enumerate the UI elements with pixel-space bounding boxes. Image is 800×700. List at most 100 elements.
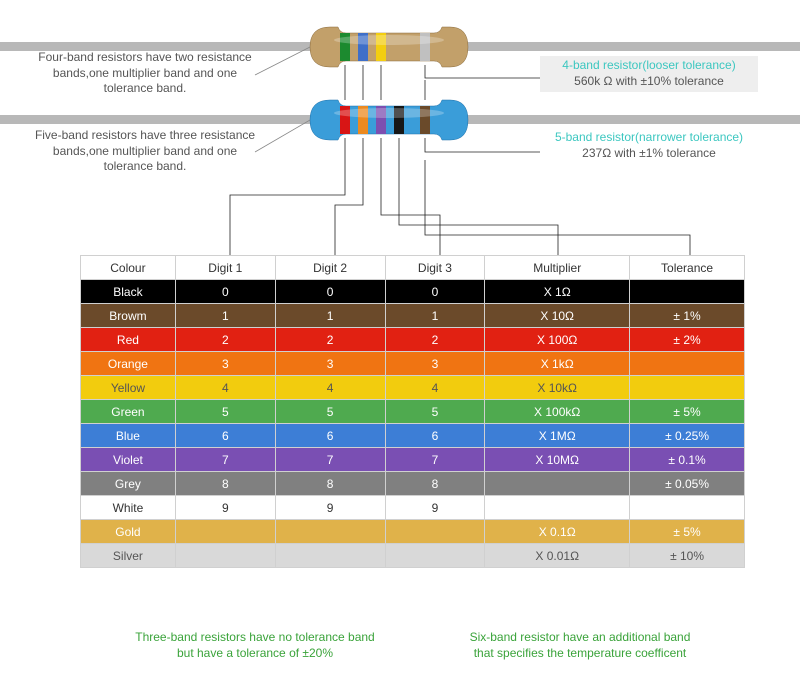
value-cell: [275, 520, 385, 544]
table-header: Multiplier: [485, 256, 630, 280]
value-cell: 9: [385, 496, 485, 520]
value-cell: 5: [175, 400, 275, 424]
value-cell: 2: [175, 328, 275, 352]
colour-cell: Orange: [81, 352, 176, 376]
colour-cell: Blue: [81, 424, 176, 448]
colour-cell: Yellow: [81, 376, 176, 400]
value-cell: X 0.01Ω: [485, 544, 630, 568]
value-cell: ± 1%: [630, 304, 745, 328]
value-cell: X 0.1Ω: [485, 520, 630, 544]
colour-cell: Red: [81, 328, 176, 352]
value-cell: X 100Ω: [485, 328, 630, 352]
value-cell: 2: [385, 328, 485, 352]
value-cell: 4: [385, 376, 485, 400]
value-cell: ± 0.05%: [630, 472, 745, 496]
value-cell: ± 5%: [630, 520, 745, 544]
table-body: Black000X 1ΩBrowm111X 10Ω± 1%Red222X 100…: [81, 280, 745, 568]
colour-cell: Browm: [81, 304, 176, 328]
fourband-title: 4-band resistor(looser tolerance): [562, 58, 735, 72]
value-cell: 0: [275, 280, 385, 304]
value-cell: 3: [385, 352, 485, 376]
value-cell: 8: [275, 472, 385, 496]
value-cell: [630, 280, 745, 304]
value-cell: [485, 472, 630, 496]
colour-cell: Black: [81, 280, 176, 304]
table-header: Digit 2: [275, 256, 385, 280]
value-cell: 5: [385, 400, 485, 424]
value-cell: 9: [275, 496, 385, 520]
table-row: Green555X 100kΩ± 5%: [81, 400, 745, 424]
table-row: Browm111X 10Ω± 1%: [81, 304, 745, 328]
table-row: Red222X 100Ω± 2%: [81, 328, 745, 352]
value-cell: 6: [275, 424, 385, 448]
value-cell: 5: [275, 400, 385, 424]
value-cell: 1: [385, 304, 485, 328]
colour-cell: Grey: [81, 472, 176, 496]
value-cell: [630, 352, 745, 376]
value-cell: 8: [175, 472, 275, 496]
value-cell: 1: [175, 304, 275, 328]
value-cell: 3: [175, 352, 275, 376]
caption-fourband-right: 4-band resistor(looser tolerance) 560k Ω…: [540, 58, 758, 89]
value-cell: 0: [385, 280, 485, 304]
table-row: Silver X 0.01Ω± 10%: [81, 544, 745, 568]
value-cell: ± 10%: [630, 544, 745, 568]
value-cell: X 1Ω: [485, 280, 630, 304]
value-cell: 6: [175, 424, 275, 448]
colour-cell: Violet: [81, 448, 176, 472]
value-cell: [275, 544, 385, 568]
table-header-row: ColourDigit 1Digit 2Digit 3MultiplierTol…: [81, 256, 745, 280]
fourband-value: 560k Ω with ±10% tolerance: [574, 74, 724, 88]
colour-cell: Silver: [81, 544, 176, 568]
table-row: Grey888± 0.05%: [81, 472, 745, 496]
table-header: Digit 3: [385, 256, 485, 280]
value-cell: 7: [175, 448, 275, 472]
table-row: Yellow444X 10kΩ: [81, 376, 745, 400]
value-cell: 7: [275, 448, 385, 472]
value-cell: 8: [385, 472, 485, 496]
fiveband-value: 237Ω with ±1% tolerance: [582, 146, 716, 160]
value-cell: [485, 496, 630, 520]
table-header: Tolerance: [630, 256, 745, 280]
table-row: Blue666X 1MΩ± 0.25%: [81, 424, 745, 448]
table-header: Digit 1: [175, 256, 275, 280]
table-header: Colour: [81, 256, 176, 280]
value-cell: 2: [275, 328, 385, 352]
value-cell: ± 0.25%: [630, 424, 745, 448]
value-cell: 0: [175, 280, 275, 304]
value-cell: 4: [175, 376, 275, 400]
colour-cell: White: [81, 496, 176, 520]
value-cell: 4: [275, 376, 385, 400]
value-cell: X 10Ω: [485, 304, 630, 328]
table-row: Gold X 0.1Ω± 5%: [81, 520, 745, 544]
value-cell: [630, 496, 745, 520]
resistor-4band: [310, 27, 468, 67]
value-cell: 9: [175, 496, 275, 520]
value-cell: [385, 520, 485, 544]
value-cell: [175, 544, 275, 568]
table-row: Black000X 1Ω: [81, 280, 745, 304]
value-cell: X 10MΩ: [485, 448, 630, 472]
colour-cell: Gold: [81, 520, 176, 544]
value-cell: ± 2%: [630, 328, 745, 352]
value-cell: X 1MΩ: [485, 424, 630, 448]
fiveband-title: 5-band resistor(narrower tolerance): [555, 130, 743, 144]
resistor-5band: [310, 100, 468, 140]
table-row: Orange333X 1kΩ: [81, 352, 745, 376]
caption-fourband-left: Four-band resistors have two resistance …: [30, 50, 260, 97]
value-cell: X 10kΩ: [485, 376, 630, 400]
value-cell: X 100kΩ: [485, 400, 630, 424]
table-row: Violet777X 10MΩ± 0.1%: [81, 448, 745, 472]
value-cell: 3: [275, 352, 385, 376]
value-cell: ± 0.1%: [630, 448, 745, 472]
caption-fiveband-left: Five-band resistors have three resistanc…: [30, 128, 260, 175]
value-cell: 7: [385, 448, 485, 472]
value-cell: 1: [275, 304, 385, 328]
caption-fiveband-right: 5-band resistor(narrower tolerance) 237Ω…: [540, 130, 758, 161]
table-row: White999: [81, 496, 745, 520]
value-cell: [630, 376, 745, 400]
value-cell: ± 5%: [630, 400, 745, 424]
value-cell: [175, 520, 275, 544]
colour-cell: Green: [81, 400, 176, 424]
value-cell: 6: [385, 424, 485, 448]
